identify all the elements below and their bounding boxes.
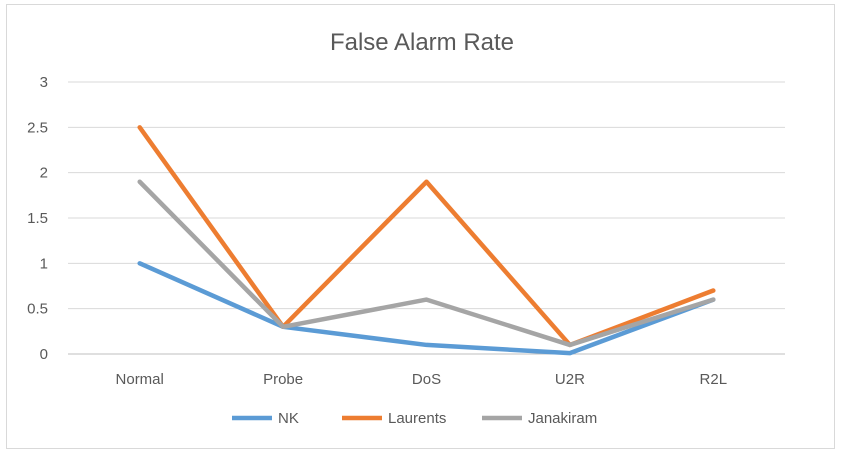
y-tick-label: 1 bbox=[40, 255, 48, 272]
x-tick-label: R2L bbox=[700, 371, 728, 388]
chart-frame bbox=[6, 4, 835, 449]
x-axis-ticks: Normal Probe DoS U2R R2L bbox=[116, 371, 728, 388]
series-lines bbox=[137, 125, 716, 356]
legend: NK Laurents Janakiram bbox=[232, 410, 597, 427]
legend-label: Laurents bbox=[388, 410, 446, 427]
y-axis-ticks: 0 0.5 1 1.5 2 2.5 3 bbox=[27, 74, 48, 363]
chart-title: False Alarm Rate bbox=[330, 29, 514, 56]
legend-item-laurents: Laurents bbox=[342, 410, 446, 427]
x-tick-label: U2R bbox=[555, 371, 585, 388]
legend-item-nk: NK bbox=[232, 410, 299, 427]
y-tick-label: 2 bbox=[40, 165, 48, 182]
y-tick-label: 0.5 bbox=[27, 301, 48, 318]
legend-label: NK bbox=[278, 410, 299, 427]
y-tick-label: 0 bbox=[40, 346, 48, 363]
x-tick-label: DoS bbox=[412, 371, 441, 388]
x-tick-label: Normal bbox=[116, 371, 164, 388]
series-line-nk bbox=[137, 261, 716, 356]
legend-item-janakiram: Janakiram bbox=[482, 410, 597, 427]
series-line-laurents bbox=[137, 125, 716, 348]
y-tick-label: 2.5 bbox=[27, 119, 48, 136]
legend-label: Janakiram bbox=[528, 410, 597, 427]
series-line-janakiram bbox=[137, 179, 716, 348]
y-tick-label: 1.5 bbox=[27, 210, 48, 227]
y-tick-label: 3 bbox=[40, 74, 48, 91]
x-tick-label: Probe bbox=[263, 371, 303, 388]
